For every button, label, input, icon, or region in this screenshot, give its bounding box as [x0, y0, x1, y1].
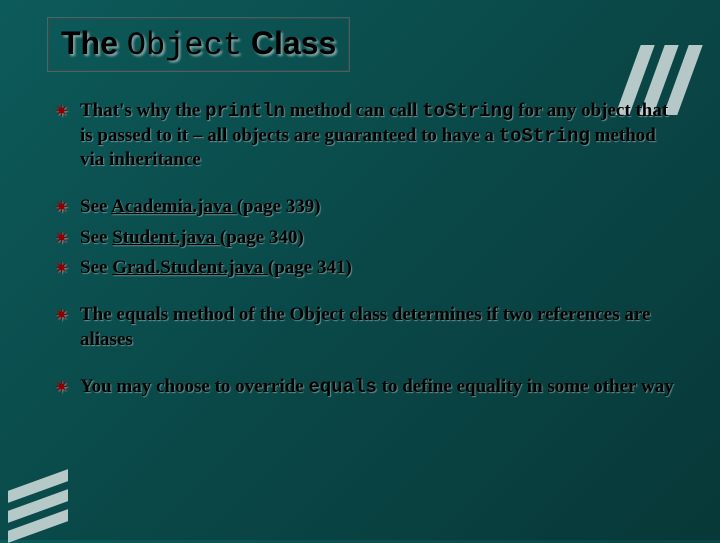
text-segment: toString: [422, 100, 513, 122]
text-segment: toString: [499, 125, 590, 147]
bullet-text: You may choose to override equals to def…: [80, 375, 680, 400]
title-mono: Object: [127, 27, 242, 64]
text-segment: (page 341): [268, 257, 352, 278]
file-link[interactable]: Academia.java: [111, 196, 237, 217]
title-container: The Object Class: [48, 18, 349, 71]
text-segment: println: [205, 100, 285, 122]
text-segment: equals: [309, 376, 377, 398]
bullet-item: ✷The equals method of the Object class d…: [54, 303, 680, 352]
file-link[interactable]: Grad.Student.java: [112, 257, 268, 278]
text-segment: See: [80, 196, 111, 217]
slide: The Object Class ✷That's why the println…: [0, 0, 720, 425]
text-segment: See: [80, 257, 112, 278]
bullet-icon: ✷: [54, 99, 80, 123]
text-segment: The equals method of the Object class de…: [80, 304, 650, 350]
text-segment: to define equality in some other way: [377, 376, 674, 397]
bullet-item: ✷See Academia.java (page 339): [54, 195, 680, 220]
text-segment: method can call: [285, 100, 422, 121]
decoration-bottom-left: [8, 480, 68, 532]
bullet-item: ✷See Grad.Student.java (page 341): [54, 256, 680, 281]
bullet-text: The equals method of the Object class de…: [80, 303, 680, 352]
bullet-text: See Academia.java (page 339): [80, 195, 680, 220]
bullet-item: ✷You may choose to override equals to de…: [54, 375, 680, 400]
bullet-item: ✷See Student.java (page 340): [54, 226, 680, 251]
text-segment: That's why the: [80, 100, 205, 121]
bullet-icon: ✷: [54, 303, 80, 327]
text-segment: You may choose to override: [80, 376, 309, 397]
bullet-icon: ✷: [54, 256, 80, 280]
file-link[interactable]: Student.java: [112, 227, 220, 248]
slide-title: The Object Class: [61, 25, 336, 64]
bullet-icon: ✷: [54, 226, 80, 250]
text-segment: (page 339): [237, 196, 321, 217]
bullet-text: See Grad.Student.java (page 341): [80, 256, 680, 281]
bullet-icon: ✷: [54, 375, 80, 399]
bullet-text: That's why the println method can call t…: [80, 99, 680, 173]
title-pre: The: [61, 25, 127, 61]
text-segment: (page 340): [220, 227, 304, 248]
bullet-icon: ✷: [54, 195, 80, 219]
title-post: Class: [242, 25, 336, 61]
bullet-text: See Student.java (page 340): [80, 226, 680, 251]
text-segment: See: [80, 227, 112, 248]
bullet-list: ✷That's why the println method can call …: [48, 99, 680, 399]
bullet-item: ✷That's why the println method can call …: [54, 99, 680, 173]
